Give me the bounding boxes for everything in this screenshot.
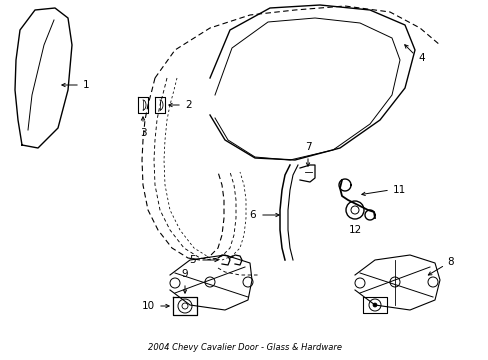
Text: 9: 9 — [182, 269, 188, 279]
Text: 10: 10 — [142, 301, 155, 311]
Text: 5: 5 — [189, 255, 196, 265]
Text: 7: 7 — [304, 142, 311, 152]
Text: 2004 Chevy Cavalier Door - Glass & Hardware: 2004 Chevy Cavalier Door - Glass & Hardw… — [147, 343, 341, 352]
Text: 2: 2 — [184, 100, 191, 110]
Text: 1: 1 — [83, 80, 89, 90]
Text: 4: 4 — [417, 53, 424, 63]
Text: 11: 11 — [392, 185, 406, 195]
Text: 6: 6 — [249, 210, 256, 220]
Circle shape — [372, 303, 376, 307]
Text: 3: 3 — [140, 128, 146, 138]
Text: 8: 8 — [446, 257, 453, 267]
Text: 12: 12 — [347, 225, 361, 235]
